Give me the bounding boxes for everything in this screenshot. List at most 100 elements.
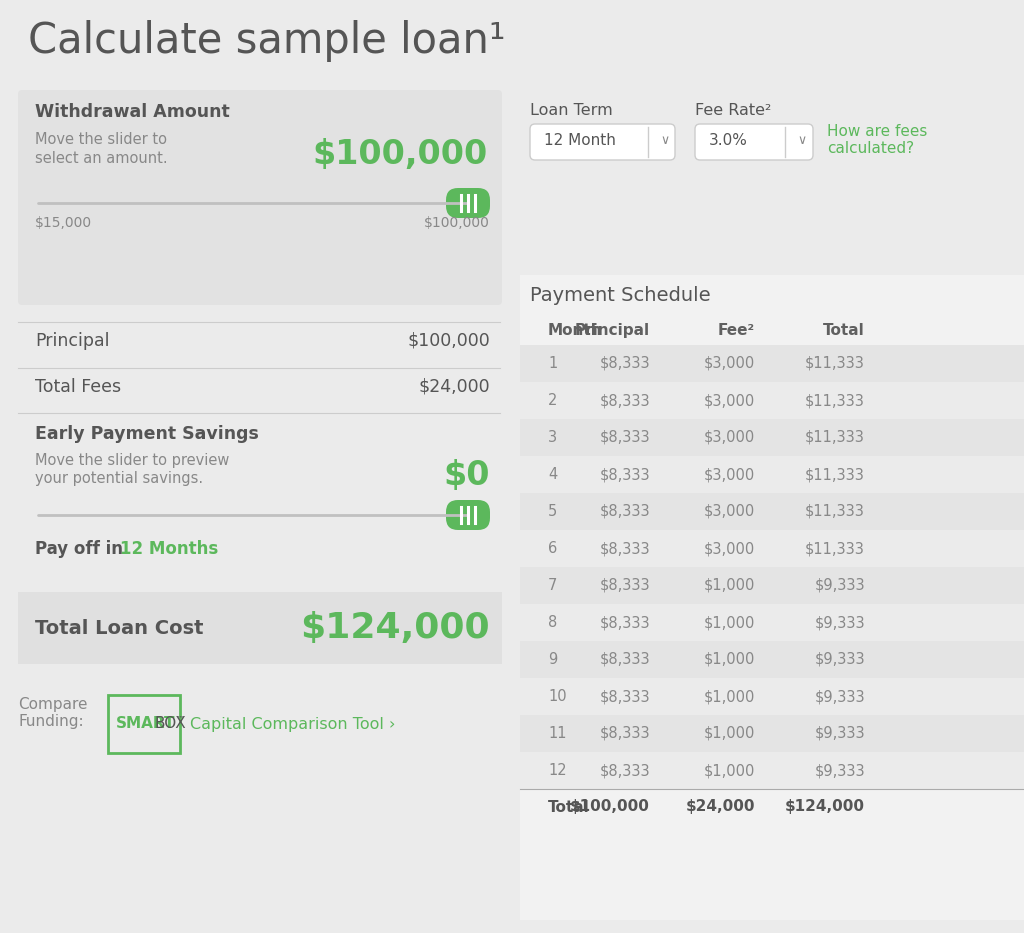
Text: $3,000: $3,000 <box>703 393 755 408</box>
Text: $0: $0 <box>443 459 490 492</box>
Text: $8,333: $8,333 <box>599 504 650 519</box>
Text: 10: 10 <box>548 689 566 704</box>
Text: $1,000: $1,000 <box>703 689 755 704</box>
FancyBboxPatch shape <box>520 604 1024 641</box>
Text: $100,000: $100,000 <box>570 800 650 815</box>
Text: Pay off in: Pay off in <box>35 540 129 558</box>
Text: 5: 5 <box>548 504 557 519</box>
FancyBboxPatch shape <box>520 419 1024 456</box>
Text: Withdrawal Amount: Withdrawal Amount <box>35 103 229 121</box>
FancyBboxPatch shape <box>520 678 1024 715</box>
Text: select an amount.: select an amount. <box>35 151 168 166</box>
Text: $100,000: $100,000 <box>312 138 488 171</box>
Text: Payment Schedule: Payment Schedule <box>530 286 711 305</box>
Text: 9: 9 <box>548 652 557 667</box>
FancyBboxPatch shape <box>520 752 1024 789</box>
FancyBboxPatch shape <box>520 382 1024 419</box>
Text: $9,333: $9,333 <box>814 763 865 778</box>
Text: $8,333: $8,333 <box>599 467 650 482</box>
Text: 3.0%: 3.0% <box>709 133 748 148</box>
Text: BOX: BOX <box>154 717 185 731</box>
Text: $8,333: $8,333 <box>599 393 650 408</box>
Text: $9,333: $9,333 <box>814 726 865 741</box>
FancyBboxPatch shape <box>18 90 502 305</box>
FancyBboxPatch shape <box>446 188 490 218</box>
Text: Total: Total <box>548 800 590 815</box>
Text: $24,000: $24,000 <box>419 378 490 396</box>
FancyBboxPatch shape <box>520 641 1024 678</box>
FancyBboxPatch shape <box>520 275 1024 920</box>
Text: $100,000: $100,000 <box>408 332 490 350</box>
Text: $1,000: $1,000 <box>703 763 755 778</box>
Text: $9,333: $9,333 <box>814 689 865 704</box>
FancyBboxPatch shape <box>520 567 1024 604</box>
Text: $11,333: $11,333 <box>805 467 865 482</box>
Text: Calculate sample loan¹: Calculate sample loan¹ <box>28 20 506 62</box>
Text: Total Fees: Total Fees <box>35 378 121 396</box>
Text: $11,333: $11,333 <box>805 393 865 408</box>
Text: 12 Months: 12 Months <box>120 540 218 558</box>
Text: Total Loan Cost: Total Loan Cost <box>35 619 204 637</box>
Text: $11,333: $11,333 <box>805 356 865 371</box>
Text: $1,000: $1,000 <box>703 615 755 630</box>
Text: SMART: SMART <box>116 717 175 731</box>
Text: $11,333: $11,333 <box>805 430 865 445</box>
Text: your potential savings.: your potential savings. <box>35 471 203 486</box>
Text: 12: 12 <box>548 763 566 778</box>
Text: 6: 6 <box>548 541 557 556</box>
Text: $8,333: $8,333 <box>599 541 650 556</box>
FancyBboxPatch shape <box>446 500 490 530</box>
Text: $3,000: $3,000 <box>703 541 755 556</box>
Text: 4: 4 <box>548 467 557 482</box>
Text: 11: 11 <box>548 726 566 741</box>
Text: $8,333: $8,333 <box>599 689 650 704</box>
FancyBboxPatch shape <box>695 124 813 160</box>
Text: $8,333: $8,333 <box>599 652 650 667</box>
FancyBboxPatch shape <box>18 592 502 664</box>
Text: 7: 7 <box>548 578 557 593</box>
Text: $3,000: $3,000 <box>703 356 755 371</box>
Text: Month: Month <box>548 323 603 338</box>
Text: $8,333: $8,333 <box>599 578 650 593</box>
Text: Fee²: Fee² <box>718 323 755 338</box>
Text: ∨: ∨ <box>797 134 806 147</box>
Text: $1,000: $1,000 <box>703 726 755 741</box>
Text: $15,000: $15,000 <box>35 216 92 230</box>
Text: $1,000: $1,000 <box>703 578 755 593</box>
Text: 12 Month: 12 Month <box>544 133 615 148</box>
FancyBboxPatch shape <box>520 345 1024 382</box>
Text: $100,000: $100,000 <box>424 216 490 230</box>
Text: Move the slider to preview: Move the slider to preview <box>35 453 229 468</box>
Text: $8,333: $8,333 <box>599 763 650 778</box>
FancyBboxPatch shape <box>520 493 1024 530</box>
Text: $124,000: $124,000 <box>785 800 865 815</box>
Text: Early Payment Savings: Early Payment Savings <box>35 425 259 443</box>
Text: 3: 3 <box>548 430 557 445</box>
FancyBboxPatch shape <box>520 715 1024 752</box>
Text: ∨: ∨ <box>660 134 669 147</box>
Text: $8,333: $8,333 <box>599 356 650 371</box>
Text: $9,333: $9,333 <box>814 578 865 593</box>
Text: $8,333: $8,333 <box>599 430 650 445</box>
Text: Fee Rate²: Fee Rate² <box>695 103 771 118</box>
Text: $124,000: $124,000 <box>300 611 490 645</box>
Text: $11,333: $11,333 <box>805 541 865 556</box>
FancyBboxPatch shape <box>520 530 1024 567</box>
Text: Total: Total <box>823 323 865 338</box>
Text: Compare
Funding:: Compare Funding: <box>18 697 87 730</box>
Text: $3,000: $3,000 <box>703 504 755 519</box>
Text: $3,000: $3,000 <box>703 430 755 445</box>
Text: $11,333: $11,333 <box>805 504 865 519</box>
Text: $24,000: $24,000 <box>685 800 755 815</box>
Text: $1,000: $1,000 <box>703 652 755 667</box>
Text: $3,000: $3,000 <box>703 467 755 482</box>
Text: Capital Comparison Tool ›: Capital Comparison Tool › <box>190 717 395 731</box>
Text: $8,333: $8,333 <box>599 615 650 630</box>
Text: Principal: Principal <box>35 332 110 350</box>
Text: ™: ™ <box>176 715 184 723</box>
Text: How are fees
calculated?: How are fees calculated? <box>827 124 928 157</box>
Text: $9,333: $9,333 <box>814 652 865 667</box>
FancyBboxPatch shape <box>530 124 675 160</box>
Text: 8: 8 <box>548 615 557 630</box>
Text: Loan Term: Loan Term <box>530 103 612 118</box>
